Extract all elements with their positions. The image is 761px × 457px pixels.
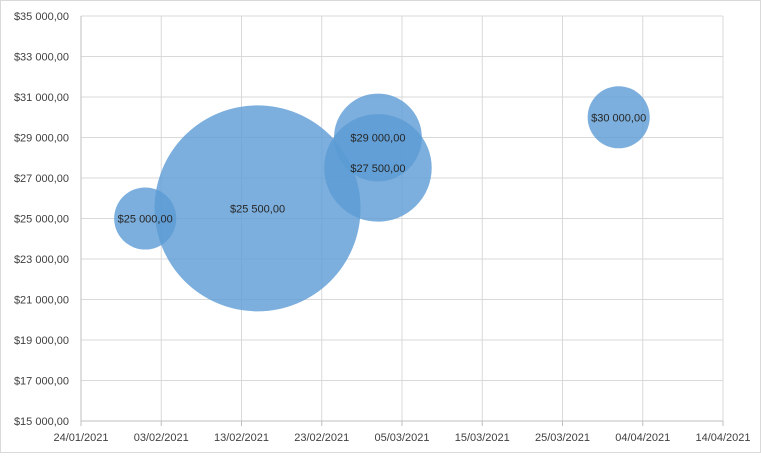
y-tick-label: $17 000,00 [14,376,69,388]
x-tick-label: 23/02/2021 [294,432,349,444]
y-tick-label: $35 000,00 [14,11,69,23]
bubble [154,105,361,312]
x-tick-label: 13/02/2021 [214,432,269,444]
axes: $15 000,00 $17 000,00 $19 000,00 $21 000,00… [14,11,751,444]
x-tick-label: 03/02/2021 [134,432,189,444]
x-tick-label: 24/01/2021 [53,432,108,444]
data-labels: $25 000,00 $25 500,00 $29 000,00 $27 500,00… [118,112,647,225]
y-tick-label: $27 000,00 [14,173,69,185]
y-tick-label: $29 000,00 [14,133,69,145]
x-tick-label: 25/03/2021 [535,432,590,444]
bubble [587,86,650,149]
bubble-data-label: $30 000,00 [591,112,646,124]
bubble [114,187,177,250]
x-tick-label: 15/03/2021 [455,432,510,444]
bubble-data-label: $25 000,00 [118,214,173,226]
y-tick-label: $15 000,00 [14,416,69,428]
bubble-data-label: $25 500,00 [230,203,285,215]
x-tick-label: 04/04/2021 [615,432,670,444]
bubble [334,93,422,182]
y-tick-label: $31 000,00 [14,92,69,104]
y-tick-label: $23 000,00 [14,254,69,266]
x-tick-label: 05/03/2021 [374,432,429,444]
y-tick-label: $33 000,00 [14,52,69,64]
y-tick-label: $21 000,00 [14,295,69,307]
bubble-data-label: $29 000,00 [350,133,405,145]
bubbles [114,86,650,312]
x-tick-label: 14/04/2021 [695,432,750,444]
y-tick-label: $19 000,00 [14,335,69,347]
bubble-data-label: $27 500,00 [350,163,405,175]
y-tick-label: $25 000,00 [14,214,69,226]
